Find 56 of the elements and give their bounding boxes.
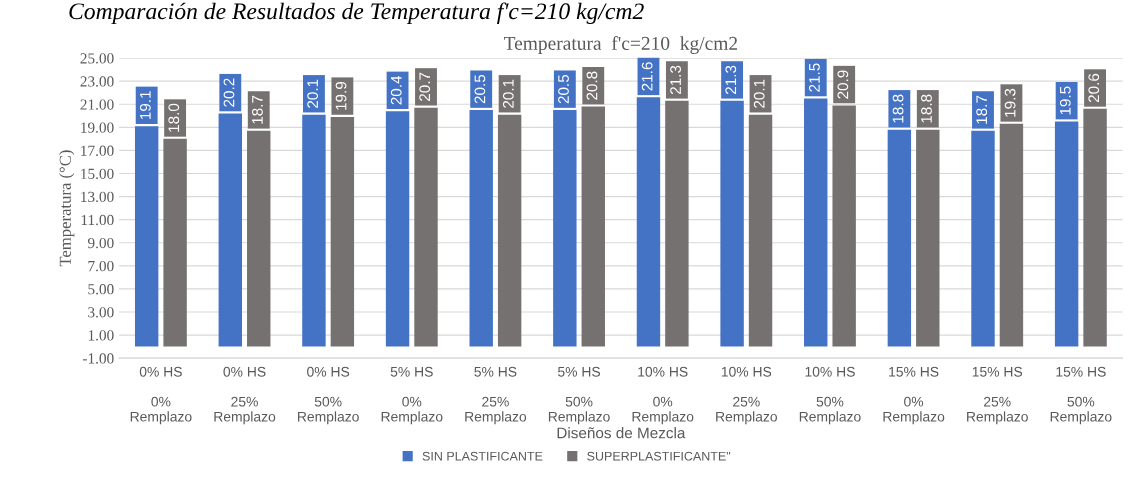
y-tick-label: -1.00 xyxy=(82,353,114,364)
category-label: 10% HS 0% Remplazo xyxy=(632,366,694,425)
category-label: 0% HS 0% Remplazo xyxy=(130,366,192,425)
data-label: 20.6 xyxy=(1088,73,1100,103)
data-label: 19.9 xyxy=(335,81,347,110)
legend-label: SUPERPLASTIFICANTE" xyxy=(587,451,731,461)
data-label: 21.5 xyxy=(809,63,820,92)
data-label: 21.3 xyxy=(725,65,737,95)
y-tick-label: 13.00 xyxy=(81,191,114,203)
data-label: 20.4 xyxy=(390,75,402,105)
data-label: 21.6 xyxy=(641,62,653,91)
x-axis-title: Diseños de Mezcla xyxy=(557,427,686,439)
category-label: 15% HS 50% Remplazo xyxy=(1050,366,1112,425)
y-tick-label: 7.00 xyxy=(88,260,114,272)
data-label: 18.0 xyxy=(168,103,180,132)
data-label: 20.5 xyxy=(558,74,569,104)
y-tick-label: 25.00 xyxy=(80,53,114,64)
data-label: 20.2 xyxy=(223,78,235,107)
category-label: 0% HS 25% Remplazo xyxy=(214,366,276,425)
y-tick-label: 15.00 xyxy=(81,168,114,180)
category-label: 5% HS 25% Remplazo xyxy=(465,366,527,425)
category-label: 10% HS 50% Remplazo xyxy=(799,366,861,425)
text: Comparación de Resultados de Temperatura f'c=210 kg/cm2 xyxy=(69,2,644,25)
y-tick-label: 11.00 xyxy=(81,214,114,226)
y-tick-label: 5.00 xyxy=(88,284,114,295)
data-label: 18.8 xyxy=(892,94,904,123)
data-label: 20.5 xyxy=(474,74,486,104)
chart-title: Temperatura f'c=210 kg/cm2 xyxy=(503,36,738,54)
data-label: 18.7 xyxy=(976,95,988,124)
category-label: 0% HS 50% Remplazo xyxy=(298,366,359,425)
y-axis-title: Temperatura (°C) xyxy=(59,150,75,267)
data-label: 18.7 xyxy=(252,95,263,124)
category-label: 15% HS 25% Remplazo xyxy=(967,366,1028,425)
y-tick-label: 3.00 xyxy=(88,307,114,318)
category-label: 5% HS 0% Remplazo xyxy=(381,366,443,425)
y-tick-label: 19.00 xyxy=(81,122,114,133)
data-label: 19.5 xyxy=(1059,86,1071,115)
data-label: 19.3 xyxy=(1004,88,1016,117)
category-label: 15% HS 0% Remplazo xyxy=(883,366,945,425)
data-label: 20.1 xyxy=(502,79,514,108)
category-label: 5% HS 50% Remplazo xyxy=(548,366,610,425)
data-label: 20.7 xyxy=(419,72,431,101)
y-tick-label: 9.00 xyxy=(87,237,114,249)
y-tick-label: 23.00 xyxy=(80,76,114,87)
data-label: 21.3 xyxy=(670,65,681,95)
data-label: 20.1 xyxy=(307,79,319,108)
y-tick-label: 1.00 xyxy=(88,330,114,341)
legend-label: SIN PLASTIFICANTE xyxy=(422,451,543,461)
y-tick-label: 17.00 xyxy=(81,145,114,156)
data-label: 18.8 xyxy=(921,94,932,123)
category-label: 10% HS 25% Remplazo xyxy=(716,366,777,425)
data-label: 19.1 xyxy=(139,91,151,120)
y-tick-label: 21.00 xyxy=(80,99,114,110)
data-label: 20.8 xyxy=(586,71,598,100)
data-label: 20.1 xyxy=(753,79,765,108)
data-label: 20.9 xyxy=(837,70,849,99)
